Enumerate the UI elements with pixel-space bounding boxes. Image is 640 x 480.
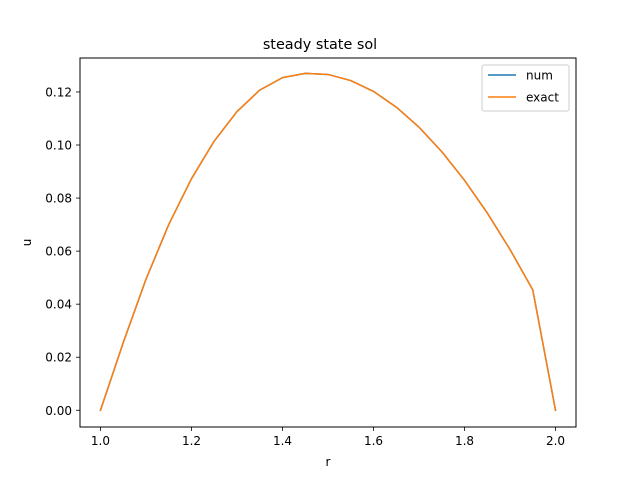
legend-box [481,64,570,112]
y-axis-label: u [20,239,34,247]
x-tick-label: 1.4 [273,434,292,448]
x-tick-label: 1.2 [182,434,201,448]
chart-title: steady state sol [263,37,377,53]
y-tick-label: 0.00 [45,404,72,418]
y-tick-label: 0.10 [45,139,72,153]
y-tick-label: 0.02 [45,351,72,365]
legend-label-exact: exact [526,91,559,105]
series-layer [99,72,557,412]
y-tick-label: 0.06 [45,245,72,259]
series-line-exact [99,72,557,412]
y-axis-ticks: 0.00 0.02 0.04 0.06 0.08 0.10 0.12 [45,85,80,418]
legend-label-num: num [526,69,553,83]
x-axis-label: r [326,455,331,469]
y-tick-label: 0.08 [45,192,72,206]
plot-area [80,58,576,427]
legend: num exact [481,64,570,112]
x-axis-ticks: 1.0 1.2 1.4 1.6 1.8 2.0 [91,427,565,448]
y-tick-label: 0.12 [45,85,72,99]
x-tick-label: 1.6 [364,434,383,448]
plot-frame [79,57,577,428]
x-tick-label: 1.8 [455,434,474,448]
y-tick-label: 0.04 [45,298,72,312]
x-tick-label: 1.0 [91,434,110,448]
x-tick-label: 2.0 [546,434,565,448]
